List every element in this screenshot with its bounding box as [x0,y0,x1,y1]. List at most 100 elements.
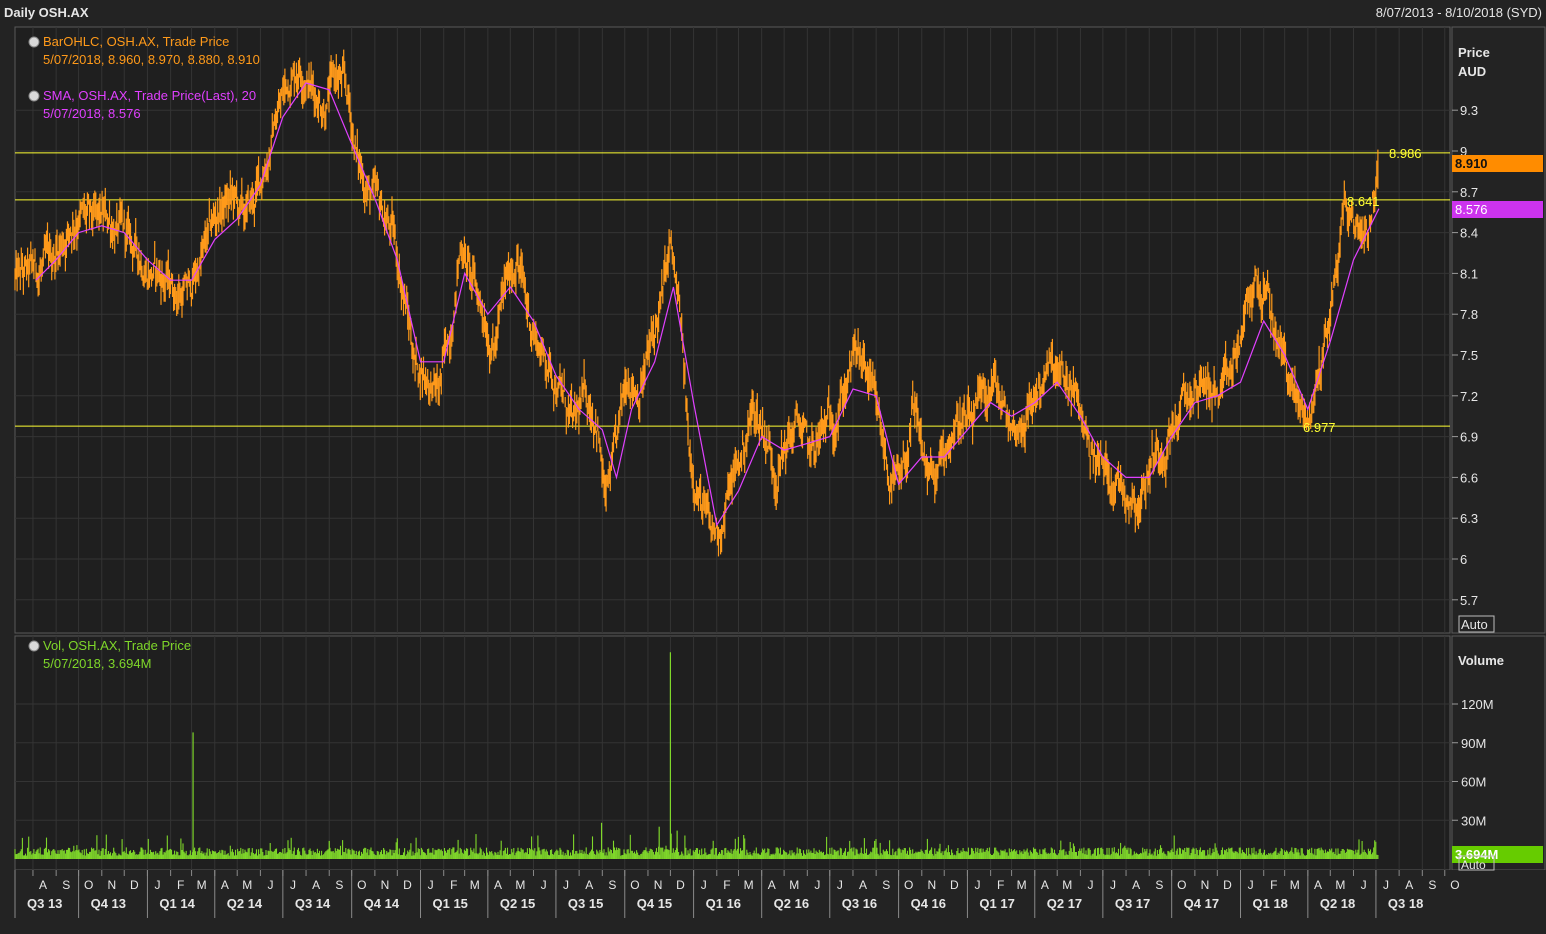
quarter-tick-label: Q1 15 [433,896,468,911]
legend-series-name: SMA, OSH.AX, Trade Price(Last), 20 [43,88,256,103]
month-tick-label: A [585,878,593,892]
price-tick-label: 8.4 [1460,226,1478,241]
quarter-tick-label: Q3 15 [568,896,603,911]
volume-tick-label: 60M [1461,775,1486,790]
last-price-badge-label: 8.910 [1455,156,1488,171]
quarter-tick-label: Q3 17 [1115,896,1150,911]
month-tick-label: J [837,878,843,892]
price-axis-unit: AUD [1458,64,1486,79]
time-axis-panel [0,870,1546,934]
month-tick-label: S [1155,878,1163,892]
quarter-tick-label: Q4 16 [911,896,946,911]
month-tick-label: S [882,878,890,892]
month-tick-label: J [1088,878,1094,892]
month-tick-label: A [1041,878,1049,892]
month-tick-label: M [470,878,480,892]
month-tick-label: J [290,878,296,892]
month-tick-label: J [1361,878,1367,892]
quarter-tick-label: Q2 14 [227,896,263,911]
legend-series-name: BarOHLC, OSH.AX, Trade Price [43,34,229,49]
chart-date-range: 8/07/2013 - 8/10/2018 (SYD) [1375,5,1542,20]
month-tick-label: D [1223,878,1232,892]
price-tick-label: 8.7 [1460,185,1478,200]
month-tick-label: N [108,878,117,892]
last-volume-badge-label: 3.694M [1455,847,1498,862]
horizontal-line-label: 8.641 [1347,194,1380,209]
volume-auto-button[interactable] [1458,855,1495,871]
month-tick-label: N [1201,878,1210,892]
price-tick-label: 7.5 [1460,348,1478,363]
volume-axis-title: Volume [1458,653,1504,668]
month-tick-label: F [1270,878,1277,892]
volume-bars [14,833,1379,859]
month-tick-label: M [744,878,754,892]
price-tick-label: 8.1 [1460,266,1478,281]
sma-badge [1452,201,1543,218]
quarter-tick-label: Q3 14 [295,896,331,911]
month-tick-label: S [62,878,70,892]
quarter-tick-label: Q1 18 [1253,896,1288,911]
price-axis-title: Price [1458,45,1490,60]
month-tick-label: J [1248,878,1254,892]
month-tick-label: F [450,878,457,892]
quarter-tick-label: Q4 17 [1184,896,1219,911]
quarter-tick-label: Q3 18 [1388,896,1423,911]
quarter-tick-label: Q1 16 [706,896,741,911]
month-tick-label: A [494,878,502,892]
month-tick-label: S [335,878,343,892]
month-tick-label: M [242,878,252,892]
month-tick-label: A [1314,878,1322,892]
quarter-tick-label: Q1 14 [159,896,195,911]
month-tick-label: M [197,878,207,892]
month-tick-label: A [859,878,867,892]
volume-auto-label: Auto [1461,858,1486,872]
month-tick-label: J [975,878,981,892]
month-tick-label: M [1290,878,1300,892]
horizontal-line-label: 6.977 [1303,420,1336,435]
legend-toggle-icon[interactable] [28,36,40,48]
last-volume-badge [1452,846,1543,863]
volume-axis-panel [1451,635,1546,871]
legend-series-name: Vol, OSH.AX, Trade Price [43,638,191,653]
month-tick-label: D [950,878,959,892]
volume-tick-label: 90M [1461,736,1486,751]
month-tick-label: N [381,878,390,892]
price-tick-label: 9.3 [1460,103,1478,118]
volume-legend: Vol, OSH.AX, Trade Price 5/07/2018, 3.694… [28,638,191,671]
month-tick-label: A [1405,878,1413,892]
legend-toggle-icon[interactable] [28,640,40,652]
month-tick-label: O [1177,878,1186,892]
month-tick-label: J [541,878,547,892]
month-tick-label: O [1450,878,1459,892]
month-tick-label: J [1383,878,1389,892]
price-auto-button[interactable] [1458,615,1495,633]
quarter-tick-label: Q4 13 [91,896,126,911]
volume-y-axis: 30M 60M 90M 120M Volume [15,653,1504,828]
month-tick-label: M [1335,878,1345,892]
volume-panel [14,635,1451,871]
month-tick-label: A [1132,878,1140,892]
month-tick-label: J [1110,878,1116,892]
quarter-tick-label: Q2 18 [1320,896,1355,911]
month-tick-label: J [428,878,434,892]
month-tick-label: J [268,878,274,892]
quarter-tick-label: Q2 16 [774,896,809,911]
month-tick-label: O [357,878,366,892]
legend-series-values: 5/07/2018, 8.960, 8.970, 8.880, 8.910 [43,52,260,67]
legend-series-values: 5/07/2018, 8.576 [43,106,141,121]
price-tick-label: 6.3 [1460,511,1478,526]
legend-toggle-icon[interactable] [28,90,40,102]
month-tick-label: D [130,878,139,892]
month-tick-label: N [654,878,663,892]
month-tick-label: F [177,878,184,892]
price-tick-label: 6 [1460,552,1467,567]
quarter-tick-label: Q3 13 [27,896,62,911]
month-tick-label: J [563,878,569,892]
month-tick-label: J [155,878,161,892]
quarter-tick-label: Q2 17 [1047,896,1082,911]
month-tick-label: A [39,878,47,892]
volume-tick-label: 30M [1461,813,1486,828]
month-tick-label: F [723,878,730,892]
month-tick-label: D [403,878,412,892]
month-tick-label: J [701,878,707,892]
